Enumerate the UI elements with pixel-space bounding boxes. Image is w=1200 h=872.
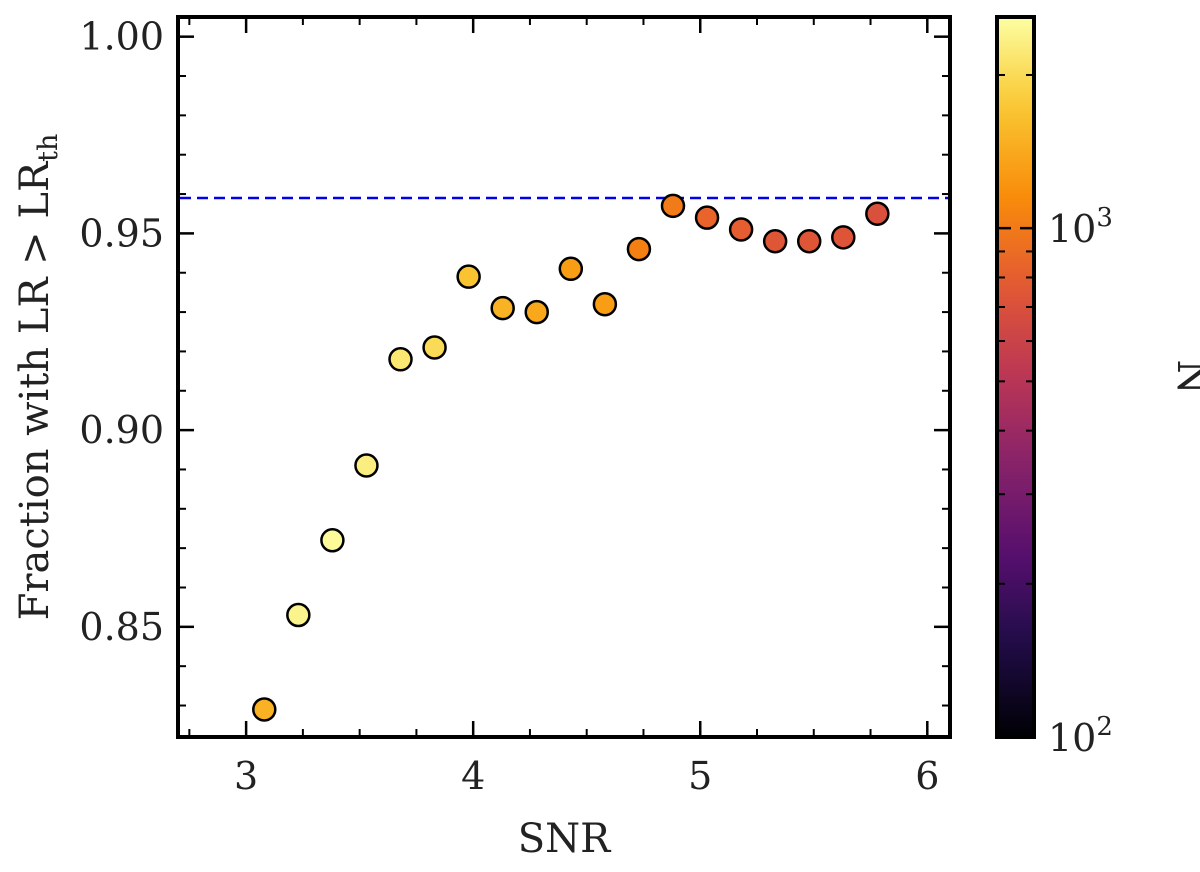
data-point: [422, 335, 447, 360]
colorbar-tick-label: 103: [1048, 203, 1113, 251]
data-point: [865, 201, 890, 226]
colorbar-tick-label: 102: [1048, 712, 1113, 760]
y-tick-label: 0.95: [79, 211, 164, 255]
x-axis-title: SNR: [518, 816, 612, 862]
data-point: [796, 229, 822, 254]
data-points: [252, 193, 890, 722]
data-point: [354, 453, 379, 478]
data-point: [626, 236, 652, 262]
x-tick-label: 6: [915, 754, 939, 798]
data-point: [762, 229, 788, 254]
data-point: [388, 347, 413, 372]
x-tick-label: 5: [688, 754, 712, 798]
y-tick-label: 0.85: [79, 605, 164, 649]
colorbar-ticks: 102 103: [997, 73, 1113, 760]
colorbar-title: N: [1168, 360, 1200, 395]
x-tick-label: 3: [234, 754, 258, 798]
y-axis-title: Fraction with LR > LRth: [12, 134, 64, 621]
colorbar-frame: [995, 15, 1036, 739]
colorbar: [997, 17, 1034, 737]
y-tick-label: 0.90: [79, 408, 164, 452]
plot-frame: [176, 15, 952, 739]
data-point: [286, 602, 311, 628]
y-axis-title-subscript: th: [33, 134, 64, 162]
data-point: [456, 264, 481, 289]
data-point: [592, 291, 618, 317]
x-axis: 3 4 5 6: [188, 17, 939, 798]
data-point: [831, 225, 856, 250]
data-point: [558, 256, 584, 282]
data-point: [320, 528, 345, 553]
x-tick-label: 4: [461, 754, 485, 798]
data-point: [660, 193, 686, 219]
data-point: [252, 697, 277, 722]
data-point: [524, 299, 550, 325]
y-axis-title-main: Fraction with LR > LR: [12, 160, 58, 620]
data-point: [490, 295, 515, 321]
data-point: [694, 205, 720, 230]
data-point: [728, 217, 754, 242]
y-axis: 0.85 0.90 0.95 1.00: [79, 15, 950, 707]
y-tick-label: 1.00: [79, 15, 164, 59]
